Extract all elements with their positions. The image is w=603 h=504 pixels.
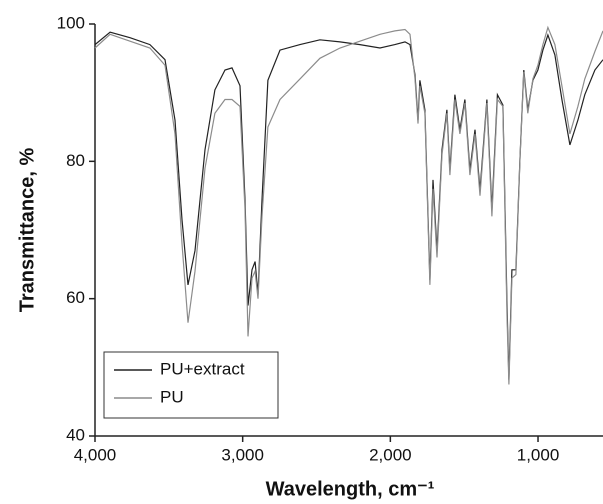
x-axis-title: Wavelength, cm⁻¹ xyxy=(266,478,435,500)
y-tick-label: 40 xyxy=(66,425,85,444)
spectrum-line xyxy=(94,31,603,380)
x-tick-label: 4,000 xyxy=(74,445,117,464)
x-tick-label: 1,000 xyxy=(517,445,560,464)
legend-label: PU+extract xyxy=(160,359,245,378)
legend-label: PU xyxy=(160,387,184,406)
y-tick-label: 80 xyxy=(66,151,85,170)
legend-box xyxy=(103,351,279,419)
x-tick-label: 3,000 xyxy=(221,445,264,464)
y-axis-title: Transmittance, % xyxy=(16,148,38,313)
x-tick-label: 2,000 xyxy=(369,445,412,464)
y-tick-label: 60 xyxy=(66,288,85,307)
spectrum-line xyxy=(94,25,603,385)
y-tick-label: 100 xyxy=(57,13,85,32)
